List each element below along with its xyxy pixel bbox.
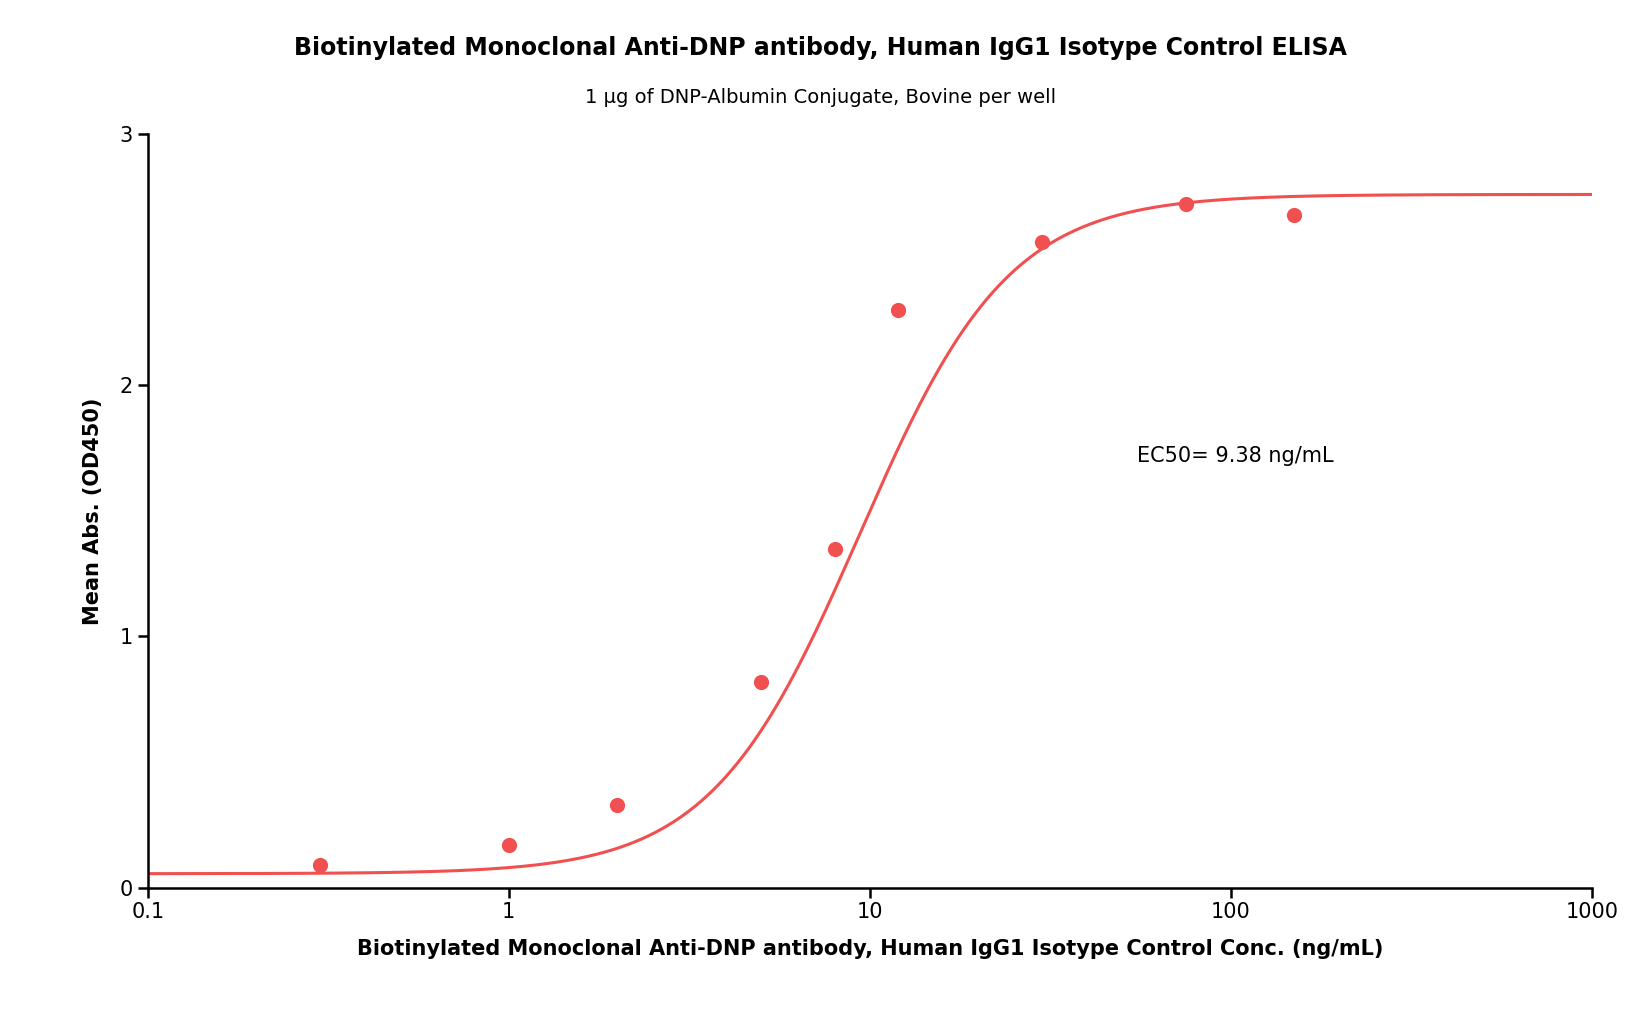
Point [496, 837, 522, 853]
Point [604, 797, 630, 813]
Text: Biotinylated Monoclonal Anti-DNP antibody, Human IgG1 Isotype Control ELISA: Biotinylated Monoclonal Anti-DNP antibod… [294, 36, 1347, 60]
Y-axis label: Mean Abs. (OD450): Mean Abs. (OD450) [84, 397, 103, 624]
Point [1029, 234, 1055, 251]
Point [748, 673, 775, 689]
Text: 1 μg of DNP-Albumin Conjugate, Bovine per well: 1 μg of DNP-Albumin Conjugate, Bovine pe… [584, 88, 1057, 106]
Text: EC50= 9.38 ng/mL: EC50= 9.38 ng/mL [1137, 446, 1334, 465]
Point [1282, 206, 1308, 223]
X-axis label: Biotinylated Monoclonal Anti-DNP antibody, Human IgG1 Isotype Control Conc. (ng/: Biotinylated Monoclonal Anti-DNP antibod… [356, 939, 1383, 959]
Point [1173, 196, 1200, 213]
Point [884, 301, 911, 318]
Point [307, 857, 333, 873]
Point [822, 541, 848, 557]
